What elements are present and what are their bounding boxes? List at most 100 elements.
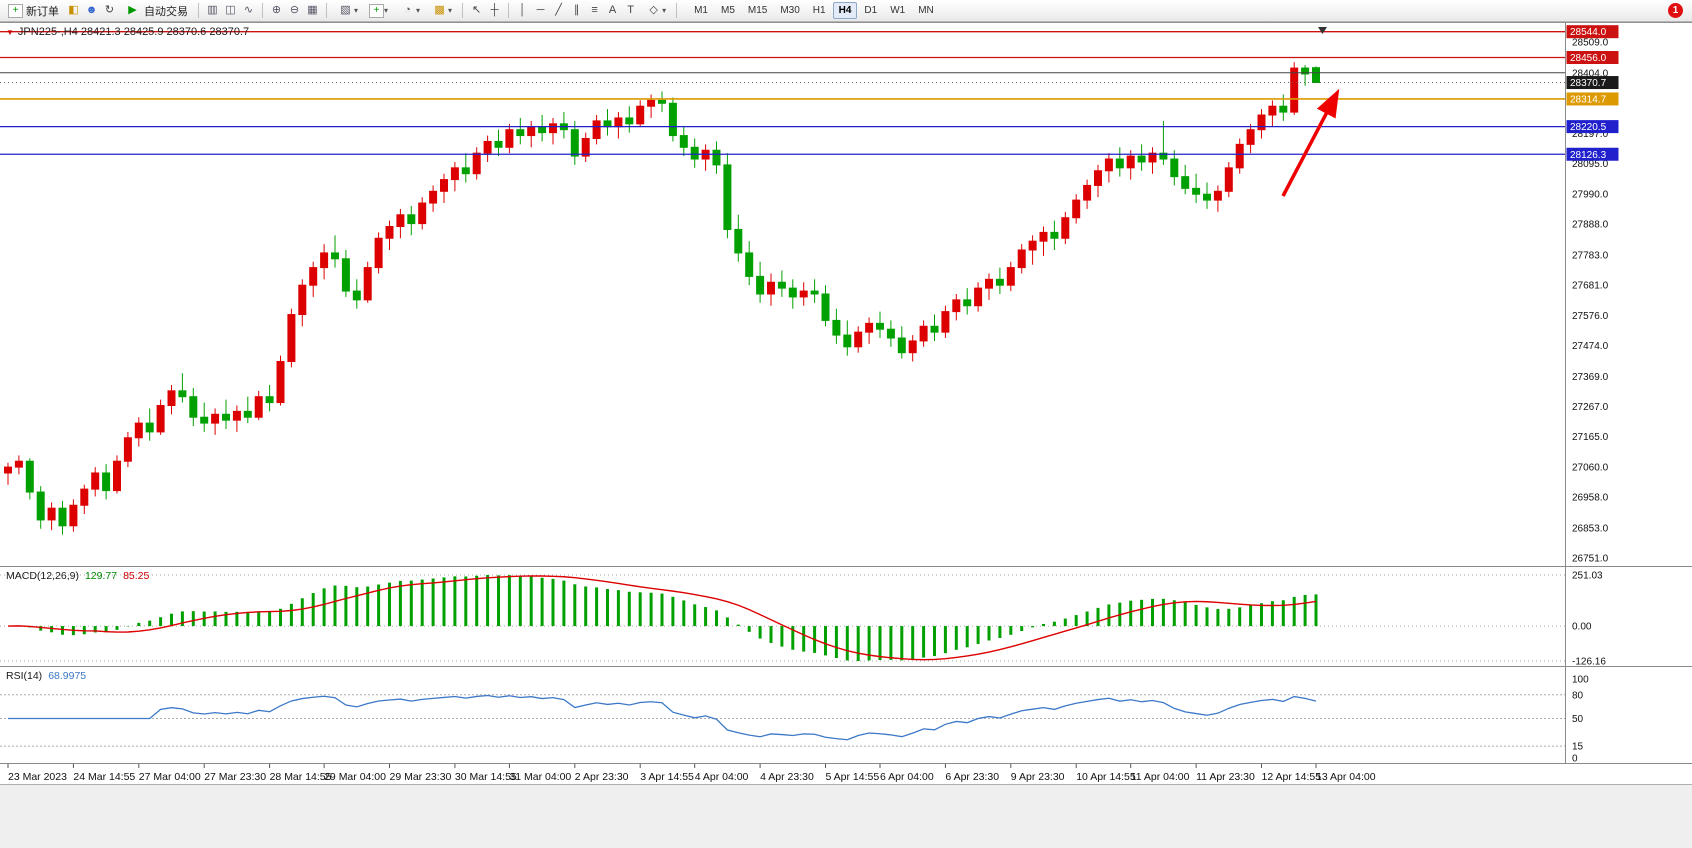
time-axis-label: 12 Apr 14:55 [1262,771,1322,783]
cursor-tool-icon[interactable]: ↖ [471,4,482,16]
svg-text:28456.0: 28456.0 [1570,53,1607,64]
candle [450,167,459,181]
candle [1268,105,1277,116]
tile-windows-icon[interactable]: ▦ [307,4,318,16]
time-axis-label: 4 Apr 23:30 [760,771,814,783]
price-badge: 28544.0 [1566,25,1619,39]
autotrading-button[interactable]: ▶ 自动交易 [119,1,193,20]
time-axis-label: 13 Apr 04:00 [1316,771,1376,783]
candle [14,460,23,468]
candle [1301,67,1310,75]
zoom-out-icon[interactable]: ⊖ [289,4,300,16]
fibonacci-tool-icon[interactable]: ≡ [591,4,598,16]
time-axis-label: 29 Mar 23:30 [390,771,452,783]
horizontal-line-tool-icon[interactable]: ─ [536,4,545,16]
templates-button[interactable]: ▩ ▾ [426,1,457,20]
candle [123,437,132,462]
price-scale-label: 26853.0 [1572,523,1609,534]
text-tool-icon[interactable]: A [608,4,617,16]
svg-text:28370.7: 28370.7 [1570,78,1607,89]
notification-badge[interactable]: 1 [1668,3,1683,18]
chart-canvas[interactable]: 28509.0 28404.0 28197.0 28095.0 27990.0 27888… [0,23,1692,785]
profiles-icon[interactable]: ☻ [85,4,98,16]
candle [167,390,176,406]
trendline-tool-icon[interactable]: ╱ [555,4,562,16]
timeframe-w1[interactable]: W1 [890,5,906,16]
candle [941,311,950,333]
candle [58,507,67,527]
candle [767,281,775,295]
price-scale-label: 28404.0 [1572,68,1609,79]
shapes-tool-button[interactable]: ◇ ▾ [640,1,671,20]
label-tool-icon[interactable]: T [627,4,634,16]
candle [679,135,688,148]
new-order-label: 新订单 [26,5,59,18]
autotrading-play-icon: ▶ [128,4,137,16]
svg-text:28220.5: 28220.5 [1570,122,1607,133]
price-scale-label: 27888.0 [1572,220,1609,231]
candlestick-chart-icon[interactable]: ◫ [225,4,236,16]
chart-ohlc-title: JPN225-,H4 28421.3 28425.9 28370.6 28370… [17,26,250,38]
price-scale[interactable]: 28509.0 28404.0 28197.0 28095.0 27990.0 27888… [1566,25,1619,564]
time-axis-label: 23 Mar 2023 [8,771,67,783]
new-order-button[interactable]: + 新订单 [3,1,64,20]
candle [505,129,514,148]
candle [592,120,601,139]
trend-arrow-annotation[interactable] [1281,88,1340,197]
timeframe-m30[interactable]: M30 [780,5,800,16]
candle [222,413,230,421]
price-scale-label: 27060.0 [1572,463,1609,474]
candle [843,334,852,348]
crosshair-tool-icon[interactable]: ┼ [490,4,499,16]
candle [647,99,656,107]
candle [636,105,645,125]
chart-shift-marker[interactable] [1318,27,1327,34]
templates-dropdown-icon: ▾ [448,6,453,15]
candle [276,360,285,404]
indicators-button[interactable]: + ▾ [364,1,393,20]
timeframe-m1[interactable]: M1 [694,5,708,16]
periods-button[interactable]: ◔ ▾ [394,1,425,20]
candle [1083,184,1092,201]
candle [734,228,743,254]
timeframe-m5[interactable]: M5 [720,5,735,16]
price-scale-label: 26958.0 [1572,493,1609,504]
metaeditor-icon[interactable]: ◧ [68,4,79,16]
candle [156,404,165,433]
candle [690,146,699,160]
line-chart-icon[interactable]: ∿ [243,4,254,16]
candle [549,123,557,134]
rsi-line [8,694,1317,741]
candle [1257,114,1266,131]
vertical-line-tool-icon[interactable]: │ [519,4,526,16]
toolbar-separator [326,3,327,18]
candle [1072,199,1081,219]
autotrading-label: 自动交易 [144,5,188,18]
price-scale-label: 27681.0 [1572,280,1609,291]
time-axis[interactable]: 23 Mar 2023 24 Mar 14:55 27 Mar 04:00 27 Ma… [7,764,1376,783]
candlestick-series [4,62,1320,535]
candle [897,337,906,354]
timeframe-d1[interactable]: D1 [864,5,878,16]
macd-scale-label: 0.00 [1572,622,1592,633]
rsi-scale-label: 50 [1572,714,1584,725]
channel-tool-icon[interactable]: ∥ [573,4,580,16]
timeframe-mn[interactable]: MN [918,5,934,16]
macd-signal-line [7,575,1317,661]
candle [1224,167,1233,192]
toolbar-separator [508,3,510,18]
refresh-icon[interactable]: ↻ [104,4,115,16]
new-chart-button[interactable]: ▧ ▾ [332,1,363,20]
timeframe-h4[interactable]: H4 [832,2,858,19]
candle [134,422,143,439]
timeframe-h1[interactable]: H1 [812,5,826,16]
zoom-in-icon[interactable]: ⊕ [271,4,282,16]
svg-text:28544.0: 28544.0 [1570,27,1607,38]
bar-chart-icon[interactable]: ▥ [207,4,218,16]
price-badge: 28126.3 [1566,147,1619,161]
time-axis-label: 10 Apr 14:55 [1076,771,1136,783]
timeframe-m15[interactable]: M15 [747,5,768,16]
candle [876,322,884,330]
candle [1203,193,1211,201]
